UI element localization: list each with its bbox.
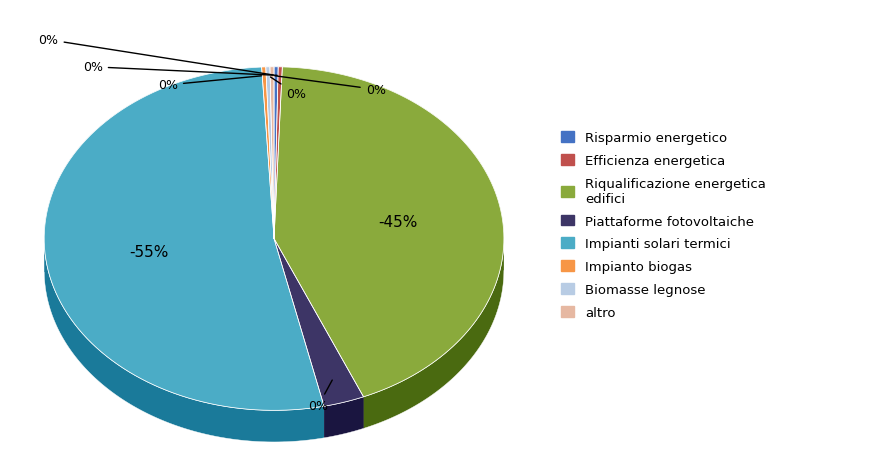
Text: 0%: 0% [275, 77, 385, 97]
Polygon shape [363, 239, 504, 428]
Polygon shape [274, 68, 504, 397]
Text: 0%: 0% [271, 78, 306, 101]
Polygon shape [274, 239, 324, 438]
Polygon shape [274, 239, 363, 428]
Polygon shape [274, 68, 282, 239]
Polygon shape [274, 68, 278, 239]
Polygon shape [274, 68, 278, 239]
Polygon shape [324, 397, 363, 438]
Polygon shape [44, 68, 324, 410]
Text: 0%: 0% [309, 380, 332, 412]
Polygon shape [44, 68, 324, 410]
Polygon shape [262, 68, 274, 239]
Polygon shape [270, 68, 274, 239]
Polygon shape [274, 239, 363, 406]
Polygon shape [266, 68, 274, 239]
Polygon shape [44, 241, 324, 442]
Text: 0%: 0% [83, 61, 278, 76]
Text: 0%: 0% [39, 34, 273, 76]
Polygon shape [274, 239, 363, 406]
Polygon shape [274, 239, 324, 438]
Legend: Risparmio energetico, Efficienza energetica, Riqualificazione energetica
edifici: Risparmio energetico, Efficienza energet… [554, 125, 773, 326]
Text: -45%: -45% [378, 215, 418, 230]
Polygon shape [266, 68, 274, 239]
Polygon shape [270, 68, 274, 239]
Polygon shape [274, 68, 504, 397]
Polygon shape [262, 68, 274, 239]
Text: 0%: 0% [158, 77, 262, 92]
Polygon shape [274, 239, 363, 428]
Text: -55%: -55% [129, 244, 169, 259]
Polygon shape [274, 68, 282, 239]
